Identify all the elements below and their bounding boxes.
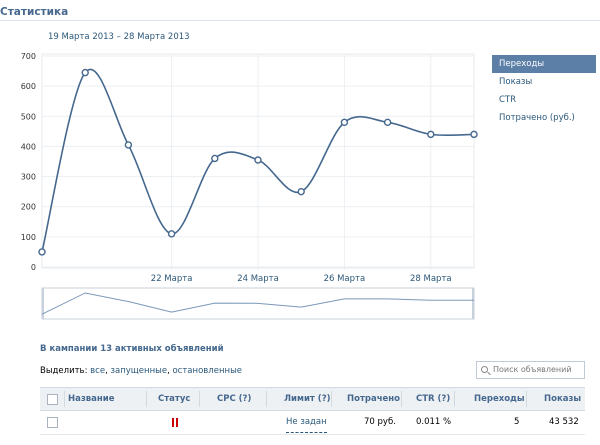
data-point: [81, 68, 89, 77]
y-tick-label: 200: [21, 203, 36, 212]
row-limit[interactable]: Не задан: [286, 411, 327, 433]
data-point: [38, 248, 46, 256]
navigator-handle-left: [42, 288, 44, 319]
header-ctr[interactable]: CTR (?): [416, 394, 451, 404]
x-tick-label: 26 Марта: [324, 274, 366, 284]
select-all-checkbox[interactable]: [47, 394, 58, 405]
legend-item-spent[interactable]: Потрачено (руб.): [499, 113, 575, 123]
legend-item-views[interactable]: Показы: [499, 77, 533, 87]
row-checkbox[interactable]: [47, 417, 58, 428]
series-legend: Переходы Показы CTR Потрачено (руб.): [492, 55, 596, 127]
row-clicks: 5: [514, 417, 520, 427]
y-tick-label: 400: [21, 142, 36, 151]
title-divider: [0, 20, 600, 21]
y-tick-label: 700: [21, 52, 36, 61]
select-stopped-link[interactable]: остановленные: [172, 366, 243, 376]
data-point: [254, 156, 262, 164]
select-all-link[interactable]: все: [90, 366, 106, 376]
navigator-series-line: [41, 292, 474, 315]
ads-table-header: Название Статус CPC (?) Лимит (?) Потрач…: [40, 387, 585, 411]
page-title: Статистика: [0, 6, 69, 18]
data-point: [340, 118, 349, 127]
search-placeholder: Поиск объявлений: [493, 365, 572, 374]
x-tick-label: 24 Марта: [237, 274, 279, 284]
row-ctr: 0.011 %: [416, 417, 452, 427]
header-status[interactable]: Статус: [158, 394, 191, 404]
search-ads-input[interactable]: Поиск объявлений: [476, 361, 585, 379]
pause-icon[interactable]: [172, 418, 179, 427]
x-tick-label: 28 Марта: [410, 274, 452, 284]
data-point: [167, 230, 176, 238]
search-icon: [481, 366, 488, 373]
table-row[interactable]: Не задан 70 руб. 0.011 % 5 43 532: [40, 411, 585, 435]
legend-item-clicks[interactable]: Переходы: [492, 55, 596, 73]
header-spent[interactable]: Потрачено: [347, 394, 401, 404]
select-prefix: Выделить:: [40, 366, 88, 376]
column-divider: [454, 391, 455, 407]
column-divider: [266, 391, 267, 407]
data-point: [124, 141, 133, 149]
y-tick-label: 300: [21, 173, 36, 182]
row-views: 43 532: [549, 417, 579, 427]
column-divider: [146, 391, 147, 407]
campaign-ads-title: В кампании 13 активных объявлений: [40, 344, 224, 354]
y-tick-label: 500: [21, 112, 36, 121]
header-name[interactable]: Название: [68, 394, 115, 404]
header-cpc[interactable]: CPC (?): [217, 394, 252, 404]
y-tick-label: 600: [21, 82, 36, 91]
y-tick-label: 0: [31, 263, 36, 272]
select-filter-line: Выделить: все, запущенные, остановленные: [40, 366, 242, 376]
header-clicks[interactable]: Переходы: [474, 394, 525, 404]
header-views[interactable]: Показы: [544, 394, 582, 404]
select-separator: ,: [167, 366, 170, 376]
data-point: [470, 130, 478, 139]
legend-item-ctr[interactable]: CTR: [499, 95, 517, 105]
row-spent: 70 руб.: [364, 417, 396, 427]
data-point: [297, 187, 305, 196]
data-point: [383, 118, 392, 127]
column-divider: [401, 391, 402, 407]
navigator-handle-right: [472, 288, 474, 319]
select-running-link[interactable]: запущенные: [110, 366, 168, 376]
date-range-label[interactable]: 19 Марта 2013 – 28 Марта 2013: [48, 32, 190, 42]
column-divider: [526, 391, 527, 407]
y-tick-label: 100: [21, 233, 36, 242]
column-divider: [331, 391, 332, 407]
stats-chart: 0 100 200 300 400 500 600 700 22 Марта 24 Марта 2…: [21, 52, 478, 320]
select-separator: ,: [105, 366, 108, 376]
x-tick-label: 22 Марта: [151, 274, 193, 284]
header-limit[interactable]: Лимит (?): [284, 394, 331, 404]
column-divider: [64, 391, 65, 407]
column-divider: [199, 391, 200, 407]
data-point: [211, 154, 219, 163]
data-point: [427, 130, 435, 139]
